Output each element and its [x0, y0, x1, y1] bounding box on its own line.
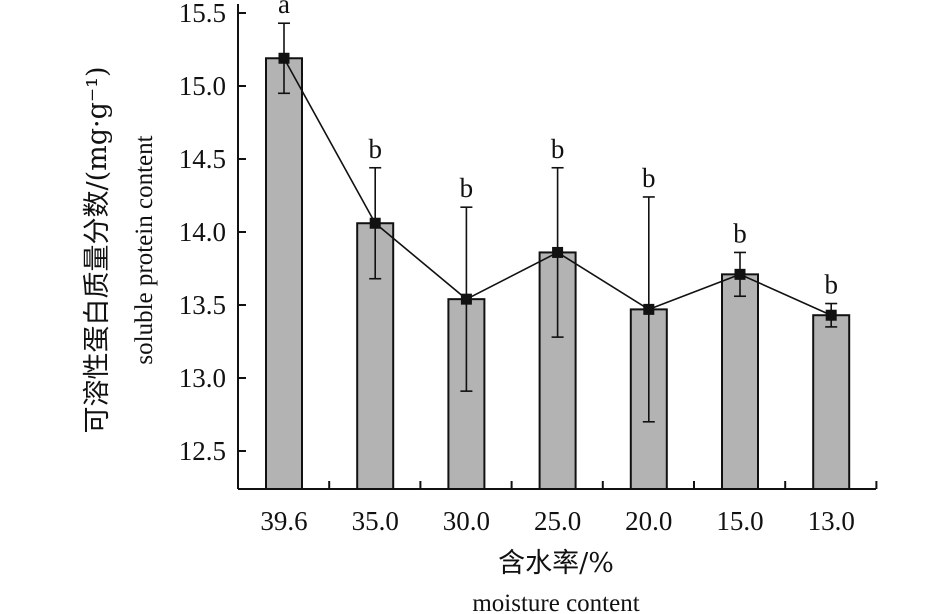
x-tick-label: 15.0 [716, 506, 763, 536]
x-tick-label: 30.0 [443, 506, 490, 536]
bar-13.0 [812, 314, 851, 490]
significance-label: b [642, 163, 656, 193]
x-tick-label: 13.0 [808, 506, 855, 536]
marker-39.6 [278, 52, 290, 64]
y-tick-label: 13.5 [179, 290, 226, 320]
significance-label: b [460, 173, 474, 203]
significance-label: b [368, 134, 382, 164]
marker-25.0 [552, 246, 564, 258]
x-tick-label: 20.0 [625, 506, 672, 536]
significance-label: b [551, 134, 565, 164]
y-tick-label: 15.5 [179, 0, 226, 28]
x-axis-title-en: moisture content [472, 590, 639, 614]
x-tick-label: 25.0 [534, 506, 581, 536]
marker-20.0 [643, 303, 655, 315]
bar-39.6 [265, 57, 303, 490]
significance-label: b [733, 218, 747, 248]
significance-label: b [824, 270, 838, 300]
y-tick-label: 14.0 [179, 217, 226, 247]
bar-25.0 [538, 251, 577, 490]
x-tick-label: 39.6 [260, 506, 307, 536]
y-tick-label: 12.5 [179, 436, 226, 466]
x-axis-title: 含水率/% [498, 548, 614, 579]
y-tick-label: 13.0 [179, 363, 226, 393]
marker-30.0 [460, 293, 472, 305]
significance-label: a [278, 0, 290, 19]
labels-layer: a b b b b b b 12.5 13.0 13.5 14.0 14.5 15.0 15.5 39.6 3… [179, 0, 855, 536]
axes-layer [237, 4, 878, 490]
x-tick-label: 35.0 [352, 506, 399, 536]
y-tick-label: 15.0 [179, 71, 226, 101]
marker-15.0 [734, 268, 746, 280]
bar-15.0 [721, 273, 759, 490]
y-axis-title-en: soluble protein content [131, 135, 158, 364]
y-axis-title: 可溶性蛋白质量分数/(mg·g⁻¹) [82, 67, 113, 434]
y-tick-label: 14.5 [179, 144, 226, 174]
marker-13.0 [825, 309, 837, 321]
marker-35.0 [369, 217, 381, 229]
line-layer [278, 52, 837, 321]
